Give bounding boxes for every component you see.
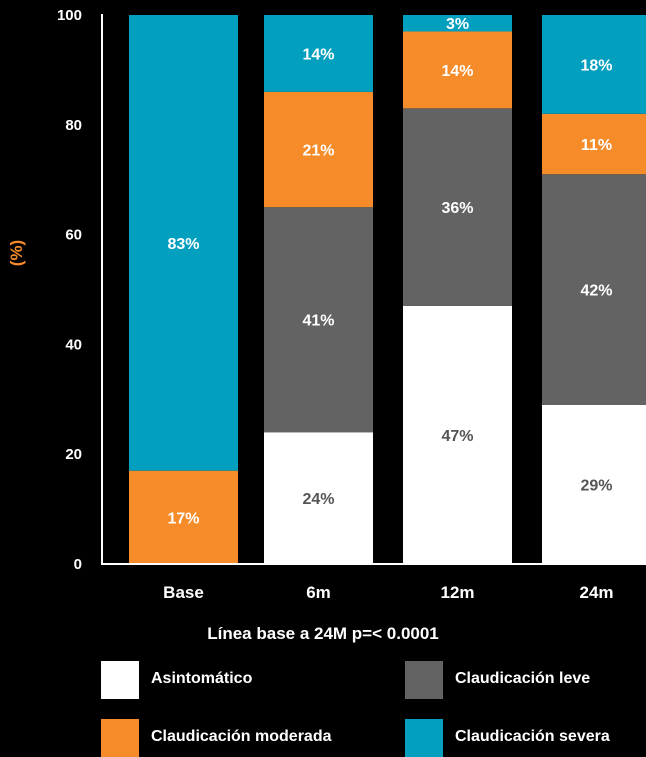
data-label: 42% [580,283,612,300]
bar-segment [403,15,512,32]
stacked-bar-chart: (%) 0 20 40 60 80 100 17% 83% 24% 41% 21% 14% 47% 36… [7,7,646,600]
legend-swatch [405,719,443,757]
x-tick-label: Base [163,583,204,600]
legend-swatch [101,719,139,757]
bar-segment [403,108,512,306]
bar-segment [264,91,373,208]
data-label: 29% [580,477,612,494]
bar-segment [403,305,512,564]
data-label: 18% [580,57,612,74]
bar-segment [129,15,238,471]
data-label: 14% [302,46,334,63]
data-label: 11% [581,137,612,154]
data-label: 3% [446,16,469,33]
bar-segment [542,113,646,175]
bar-segment [264,432,373,564]
data-label: 36% [441,200,473,217]
bar-segment [542,15,646,114]
bar-segment [264,15,373,92]
y-tick-label: 100 [57,7,82,24]
bar-segment [264,207,373,433]
legend-label: Asintomático [151,670,253,687]
bar-segment [129,470,238,564]
y-tick-label: 0 [74,556,82,573]
x-tick-label: 12m [440,583,474,600]
legend-label: Claudicación severa [455,728,610,745]
y-tick-label: 60 [65,227,82,244]
y-tick-label: 20 [65,446,82,463]
legend-swatch [405,661,443,699]
data-label: 47% [441,428,473,445]
data-label: 14% [441,63,473,80]
data-label: 41% [302,313,334,330]
bar-segment [403,31,512,109]
legend-swatch [101,661,139,699]
x-tick-label: 6m [306,583,331,600]
data-label: 21% [302,143,334,160]
data-label: 83% [167,236,199,253]
legend-label: Claudicación leve [455,670,591,687]
y-tick-label: 80 [65,117,82,134]
y-axis-label: (%) [7,240,26,266]
legend-label: Claudicación moderada [151,728,332,745]
data-label: 24% [302,491,334,508]
bar-segment [542,174,646,405]
bar-segment [542,404,646,564]
x-tick-label: 24m [579,583,613,600]
significance-annotation: Línea base a 24M p=< 0.0001 [207,624,439,643]
y-tick-label: 40 [65,336,82,353]
data-label: 17% [167,510,199,527]
